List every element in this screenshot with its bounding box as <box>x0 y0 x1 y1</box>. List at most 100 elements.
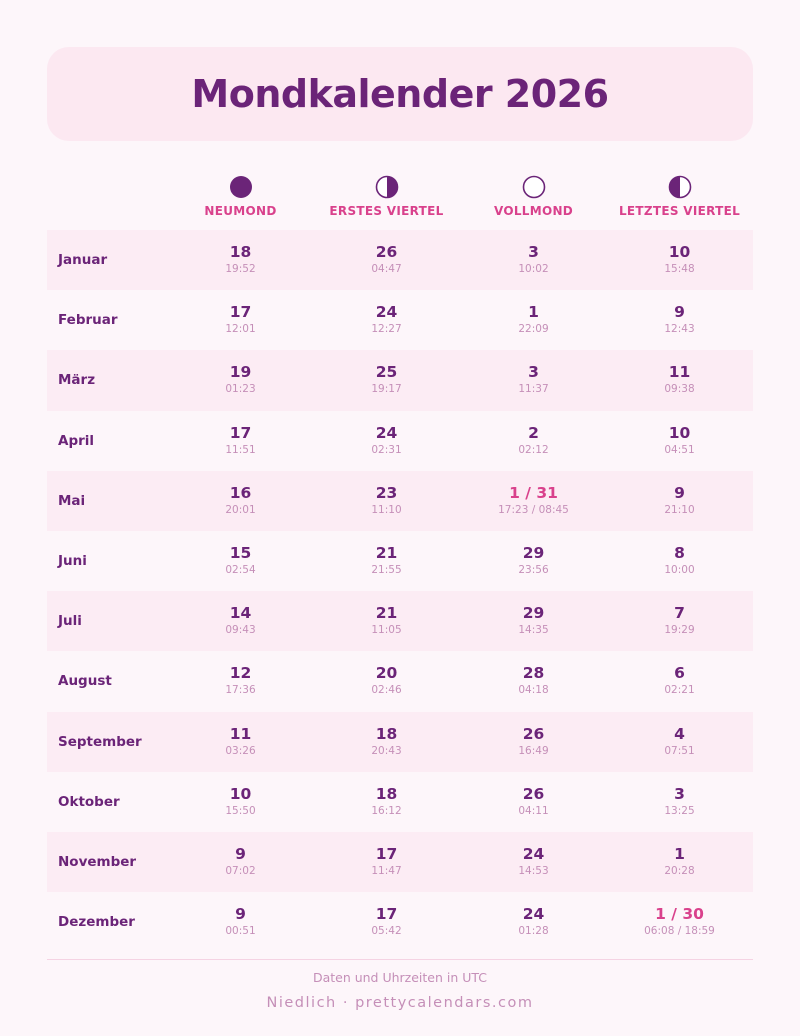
phase-label: NEUMOND <box>204 204 277 218</box>
phase-time: 02:46 <box>371 684 402 697</box>
phase-day: 17 <box>375 844 398 863</box>
phase-day: 7 <box>674 604 685 623</box>
phase-cell: 11 09:38 <box>606 363 753 396</box>
phase-day: 25 <box>375 363 398 382</box>
phase-day: 1 / 31 <box>509 483 558 502</box>
phase-time: 13:25 <box>664 804 695 817</box>
new-moon-icon <box>229 176 252 198</box>
phase-time: 11:05 <box>371 624 402 637</box>
phase-time: 16:49 <box>518 744 549 757</box>
phase-day: 3 <box>674 784 685 803</box>
phase-day: 17 <box>375 905 398 924</box>
month-name: Juni <box>58 553 87 570</box>
table-row: Januar 18 19:52 26 04:47 3 10:02 10 15:48 <box>47 230 753 291</box>
phase-label: ERSTES VIERTEL <box>329 204 444 218</box>
phase-cell: 1 22:09 <box>460 303 607 336</box>
month-name: April <box>58 432 95 449</box>
table-row: Februar 17 12:01 24 12:27 1 22:09 9 12:43 <box>47 290 753 350</box>
phase-day: 17 <box>229 423 252 442</box>
phase-time: 20:01 <box>225 503 256 516</box>
phase-time: 19:52 <box>225 263 256 275</box>
month-name: August <box>58 673 112 690</box>
phase-time: 06:08 / 18:59 <box>644 925 715 938</box>
phase-day: 29 <box>522 543 545 562</box>
phase-time: 21:10 <box>664 503 695 516</box>
table-row: November 9 07:02 17 11:47 24 14:53 1 20:28 <box>47 831 753 893</box>
phase-cell: 11 03:26 <box>167 725 314 758</box>
phase-day: 10 <box>668 243 691 261</box>
phase-column-first-quarter: ERSTES VIERTEL <box>313 170 460 218</box>
phase-cell: 3 10:02 <box>460 243 607 276</box>
phase-day: 24 <box>375 303 398 322</box>
phase-label: VOLLMOND <box>493 204 574 218</box>
phase-time: 19:17 <box>371 383 402 396</box>
phase-day: 1 / 30 <box>655 905 704 924</box>
phase-cell: 1 / 30 06:08 / 18:59 <box>606 905 753 938</box>
phase-day: 3 <box>528 363 539 382</box>
phase-time: 07:51 <box>664 744 695 757</box>
phase-time: 04:51 <box>664 443 695 456</box>
phase-cell: 1 / 31 17:23 / 08:45 <box>460 484 607 517</box>
phase-day: 3 <box>528 243 539 261</box>
phase-time: 03:26 <box>225 744 256 757</box>
phase-time: 04:11 <box>518 804 549 817</box>
phase-day: 9 <box>674 483 685 502</box>
phase-day: 29 <box>522 604 545 623</box>
phase-time: 17:23 / 08:45 <box>498 503 569 516</box>
phase-day: 14 <box>229 604 252 623</box>
phase-time: 02:31 <box>371 443 402 456</box>
phase-day: 15 <box>229 543 252 562</box>
phase-cell: 14 09:43 <box>167 604 314 637</box>
phase-time: 02:12 <box>518 443 549 456</box>
brand-credit: Niedlich · prettycalendars.com <box>266 995 534 1011</box>
phase-day: 11 <box>668 363 691 382</box>
phase-time: 09:38 <box>664 383 695 396</box>
phase-day: 6 <box>674 664 685 683</box>
phase-day: 28 <box>522 664 545 683</box>
phase-cell: 24 01:28 <box>460 905 607 938</box>
phase-day: 20 <box>375 664 398 683</box>
phase-time: 11:10 <box>371 503 402 516</box>
phase-time: 14:35 <box>518 624 549 637</box>
phase-day: 26 <box>522 784 545 803</box>
phase-cell: 15 02:54 <box>167 544 314 577</box>
phase-cell: 10 15:48 <box>606 243 753 276</box>
phase-cell: 18 19:52 <box>167 243 314 276</box>
phase-day: 26 <box>375 243 398 261</box>
phase-cell: 18 16:12 <box>313 785 460 818</box>
phase-cell: 24 12:27 <box>313 303 460 336</box>
phase-time: 22:09 <box>518 323 549 336</box>
phase-cell: 21 21:55 <box>313 544 460 577</box>
phase-cell: 26 04:47 <box>313 243 460 276</box>
phase-day: 21 <box>375 543 398 562</box>
phase-day: 9 <box>674 303 685 322</box>
phase-time: 16:12 <box>371 804 402 817</box>
phase-time: 20:43 <box>371 744 402 757</box>
month-name: November <box>58 853 137 870</box>
last-quarter-moon-icon <box>668 175 691 199</box>
phase-cell: 26 04:11 <box>460 785 607 818</box>
phase-time: 19:29 <box>664 624 695 637</box>
phase-cell: 17 05:42 <box>313 905 460 938</box>
phase-cell: 3 11:37 <box>460 363 607 396</box>
phase-time: 10:02 <box>518 263 549 275</box>
phase-time: 23:56 <box>518 563 549 576</box>
phase-cell: 8 10:00 <box>606 544 753 577</box>
month-name: Juli <box>58 613 82 630</box>
phase-day: 8 <box>674 543 685 562</box>
phase-time: 05:42 <box>371 925 402 938</box>
phase-day: 9 <box>235 905 246 924</box>
phase-column-last-quarter: LETZTES VIERTEL <box>606 170 753 218</box>
phase-cell: 25 19:17 <box>313 363 460 396</box>
phase-cell: 21 11:05 <box>313 604 460 637</box>
phase-time: 15:50 <box>225 804 256 817</box>
phase-cell: 1 20:28 <box>606 845 753 878</box>
phase-cell: 20 02:46 <box>313 664 460 697</box>
phase-cell: 24 14:53 <box>460 845 607 878</box>
phase-time: 20:28 <box>664 864 695 877</box>
phase-day: 17 <box>229 303 252 322</box>
first-quarter-moon-icon <box>375 175 398 199</box>
phase-cell: 9 12:43 <box>606 303 753 336</box>
table-row: September 11 03:26 18 20:43 26 16:49 4 07:51 <box>47 711 753 772</box>
phase-day: 21 <box>375 604 398 623</box>
